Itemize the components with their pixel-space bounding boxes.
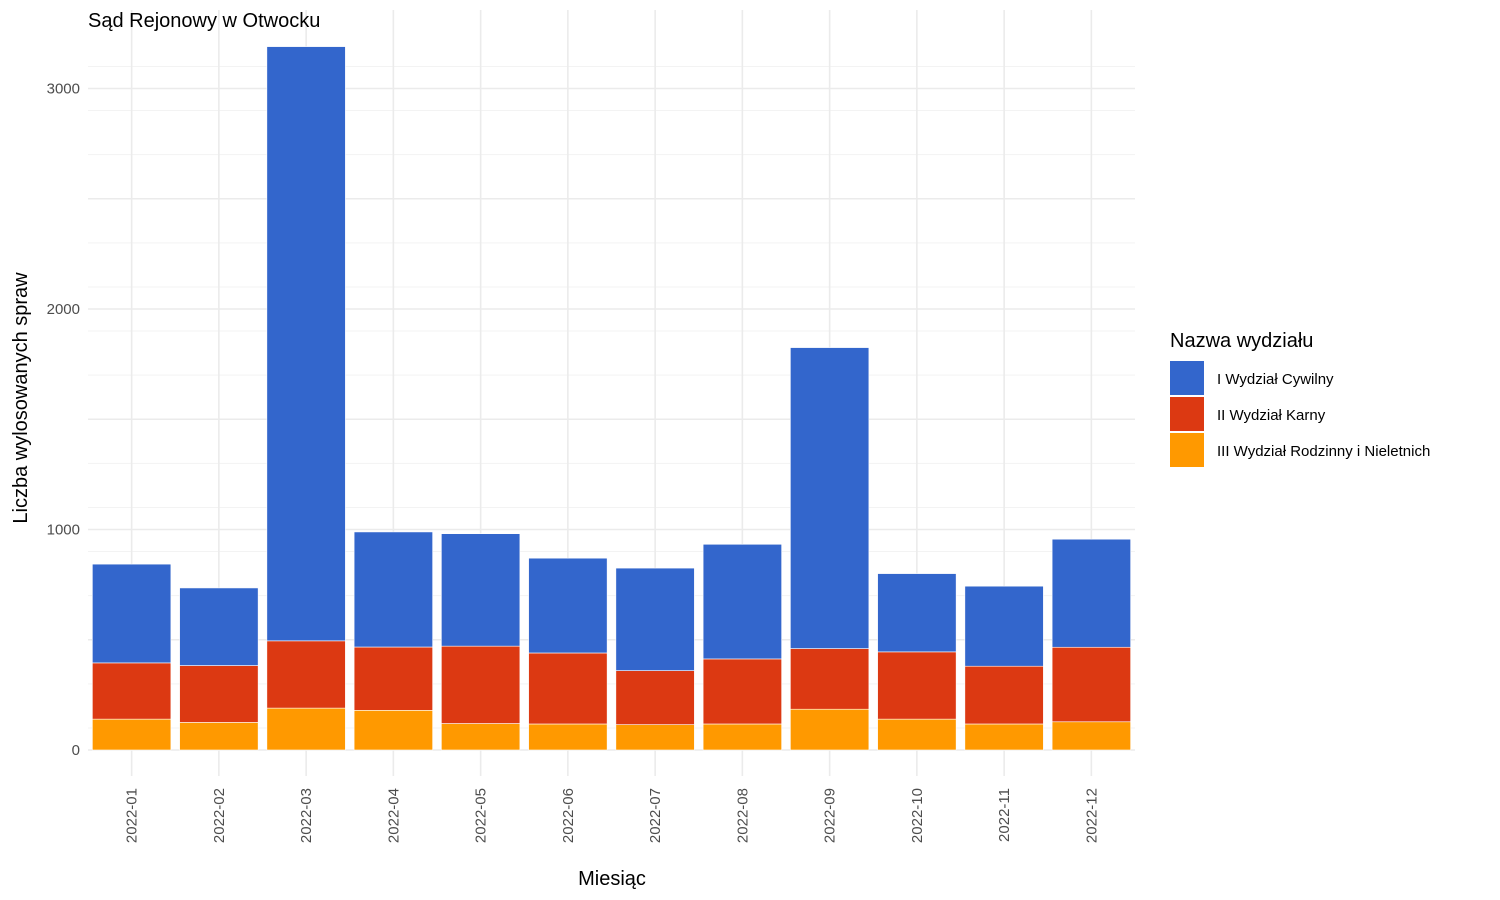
bar-segment bbox=[179, 722, 259, 751]
bar-segment bbox=[353, 646, 433, 711]
bar-segment bbox=[92, 662, 172, 720]
bar-segment bbox=[702, 658, 782, 725]
bar-segment bbox=[92, 563, 172, 664]
x-tick-label: 2022-05 bbox=[473, 788, 490, 843]
bar-segment bbox=[528, 652, 608, 725]
bar-segment bbox=[266, 46, 346, 642]
x-tick-label: 2022-07 bbox=[647, 788, 664, 843]
bar-segment bbox=[790, 347, 870, 649]
bar-segment bbox=[1051, 538, 1131, 648]
bar-segment bbox=[877, 651, 957, 720]
bar-segment bbox=[1051, 721, 1131, 751]
bar-segment bbox=[877, 718, 957, 751]
y-tick-label: 2000 bbox=[47, 301, 80, 318]
chart-title: Sąd Rejonowy w Otwocku bbox=[88, 10, 320, 32]
bar-segment bbox=[702, 543, 782, 660]
bar-segment bbox=[528, 557, 608, 654]
x-tick-label: 2022-03 bbox=[298, 788, 315, 843]
bar-segment bbox=[179, 665, 259, 723]
bar-segment bbox=[353, 710, 433, 751]
x-tick-label: 2022-10 bbox=[909, 788, 926, 843]
legend-swatch bbox=[1170, 397, 1204, 431]
x-tick-label: 2022-08 bbox=[734, 788, 751, 843]
bar-segment bbox=[790, 648, 870, 710]
x-axis-ticks: 2022-01 2022-02 2022-03 2022-04 2022-05 2022-… bbox=[124, 788, 1101, 843]
legend-label: II Wydział Karny bbox=[1217, 407, 1326, 424]
bar-segment bbox=[964, 723, 1044, 751]
bar-segment bbox=[441, 645, 521, 724]
legend-label: III Wydział Rodzinny i Nieletnich bbox=[1217, 443, 1430, 460]
y-tick-label: 1000 bbox=[47, 522, 80, 539]
x-tick-label: 2022-02 bbox=[211, 788, 228, 843]
bar-segment bbox=[92, 718, 172, 751]
bar-segment bbox=[179, 587, 259, 666]
bars bbox=[92, 46, 1131, 751]
legend-swatch bbox=[1170, 433, 1204, 467]
bar-segment bbox=[266, 640, 346, 709]
bar-segment bbox=[790, 708, 870, 751]
bar-segment bbox=[964, 665, 1044, 725]
x-tick-label: 2022-01 bbox=[124, 788, 141, 843]
x-tick-label: 2022-04 bbox=[385, 788, 402, 843]
bar-segment bbox=[615, 724, 695, 751]
grid bbox=[88, 10, 1135, 776]
bar-segment bbox=[877, 573, 957, 653]
legend-title: Nazwa wydziału bbox=[1170, 330, 1313, 352]
bar-segment bbox=[615, 567, 695, 671]
legend: Nazwa wydziału I Wydział Cywilny II Wydzi… bbox=[1170, 330, 1430, 467]
bar-segment bbox=[702, 723, 782, 751]
x-tick-label: 2022-11 bbox=[996, 788, 1013, 842]
bar-segment bbox=[441, 533, 521, 647]
bar-segment bbox=[353, 531, 433, 648]
bar-segment bbox=[615, 670, 695, 725]
y-axis-ticks: 0 1000 2000 3000 bbox=[47, 81, 80, 760]
bar-segment bbox=[441, 723, 521, 751]
bar-segment bbox=[266, 707, 346, 751]
bar-segment bbox=[964, 585, 1044, 667]
bar-segment bbox=[1051, 646, 1131, 723]
x-axis-title: Miesiąc bbox=[578, 868, 646, 890]
x-tick-label: 2022-09 bbox=[822, 788, 839, 843]
y-axis-title: Liczba wylosowanych spraw bbox=[10, 272, 32, 524]
y-tick-label: 0 bbox=[72, 742, 80, 759]
legend-label: I Wydział Cywilny bbox=[1217, 371, 1334, 388]
bar-segment bbox=[528, 723, 608, 751]
x-tick-label: 2022-06 bbox=[560, 788, 577, 843]
x-tick-label: 2022-12 bbox=[1083, 788, 1100, 843]
legend-swatch bbox=[1170, 361, 1204, 395]
y-tick-label: 3000 bbox=[47, 81, 80, 98]
